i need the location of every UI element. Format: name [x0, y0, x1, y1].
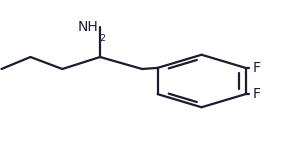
Text: F: F	[253, 87, 261, 101]
Text: 2: 2	[99, 34, 105, 43]
Text: NH: NH	[78, 20, 99, 34]
Text: F: F	[253, 61, 261, 75]
